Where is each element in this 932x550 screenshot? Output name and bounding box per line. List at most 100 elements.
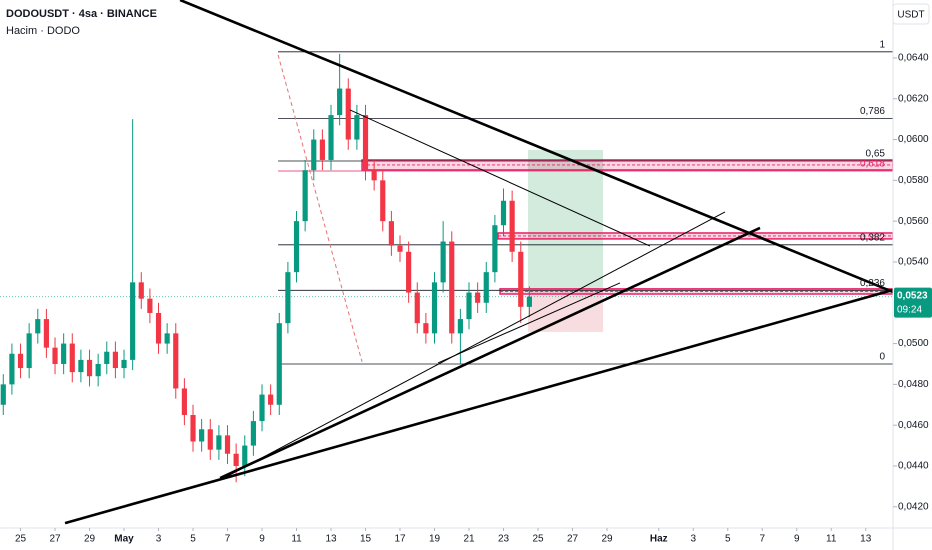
y-tick-label: 0,0560 bbox=[898, 216, 929, 227]
candle-body bbox=[354, 115, 360, 140]
candle-body bbox=[440, 241, 446, 283]
candle-body bbox=[52, 347, 58, 364]
x-tick-label: 21 bbox=[463, 534, 475, 545]
fib-label: 0,786 bbox=[860, 106, 885, 117]
candle-body bbox=[285, 272, 291, 324]
symbol-title[interactable]: DODOUSDT · 4sa · BINANCE bbox=[6, 8, 157, 20]
y-tick-label: 0,0440 bbox=[898, 461, 929, 472]
candle-body bbox=[61, 343, 67, 364]
candle-body bbox=[526, 296, 532, 307]
x-tick-label: Haz bbox=[650, 534, 668, 545]
trendline bbox=[219, 226, 761, 480]
x-tick-label: 13 bbox=[325, 534, 337, 545]
candle-body bbox=[457, 319, 463, 334]
candle-body bbox=[69, 343, 75, 373]
candle-body bbox=[130, 282, 136, 360]
candle-body bbox=[268, 394, 274, 405]
y-tick-label: 0,0620 bbox=[898, 93, 929, 104]
currency[interactable]: USDT bbox=[897, 10, 924, 21]
trendline bbox=[437, 282, 621, 364]
candle-body bbox=[475, 292, 481, 303]
candle-body bbox=[190, 414, 196, 442]
candle-body bbox=[95, 363, 101, 377]
candle-body bbox=[216, 435, 222, 450]
candle-body bbox=[138, 282, 144, 299]
fib-label: 1 bbox=[879, 39, 885, 50]
trendline bbox=[64, 288, 893, 525]
candle-body bbox=[337, 88, 343, 116]
candle-body bbox=[406, 251, 412, 293]
candle-body bbox=[35, 319, 41, 334]
candle-body bbox=[199, 429, 205, 442]
candle-body bbox=[43, 319, 49, 348]
x-tick-label: 19 bbox=[429, 534, 441, 545]
x-tick-label: 11 bbox=[826, 534, 837, 545]
candle-body bbox=[9, 353, 15, 385]
x-tick-label: 17 bbox=[394, 534, 406, 545]
candle-body bbox=[250, 421, 256, 446]
position-stop bbox=[528, 291, 604, 332]
trendline bbox=[179, 0, 893, 294]
candle-body bbox=[112, 351, 118, 369]
x-tick-label: 11 bbox=[291, 534, 302, 545]
last-price-box bbox=[894, 287, 932, 318]
candle-body bbox=[371, 170, 377, 181]
x-tick-label: 13 bbox=[860, 534, 872, 545]
y-tick-label: 0,0580 bbox=[898, 175, 929, 186]
y-tick-label: 0,0460 bbox=[898, 420, 929, 431]
x-tick-label: 15 bbox=[360, 534, 372, 545]
candle-body bbox=[242, 445, 248, 466]
volume-label[interactable]: Hacim · DODO bbox=[6, 25, 80, 37]
x-tick-label: 5 bbox=[725, 534, 731, 545]
candle-body bbox=[86, 359, 93, 377]
candle-body bbox=[431, 282, 438, 334]
candle-body bbox=[147, 298, 153, 313]
y-tick-label: 0,0640 bbox=[898, 53, 929, 64]
candle-body bbox=[78, 359, 84, 373]
x-tick-label: May bbox=[114, 534, 134, 545]
x-tick-label: 29 bbox=[84, 534, 96, 545]
x-tick-label: 27 bbox=[567, 534, 579, 545]
x-tick-label: 7 bbox=[225, 534, 231, 545]
candle-body bbox=[518, 251, 524, 307]
fib-label: 0,65 bbox=[866, 149, 886, 160]
x-tick-label: 9 bbox=[259, 534, 265, 545]
candle-body bbox=[302, 170, 308, 222]
fib-label: 0 bbox=[879, 352, 885, 363]
candle-body bbox=[509, 200, 515, 252]
x-tick-label: 23 bbox=[498, 534, 510, 545]
x-tick-label: 7 bbox=[759, 534, 765, 545]
candle-body bbox=[328, 115, 334, 160]
candle-body bbox=[155, 312, 162, 344]
candle-body bbox=[181, 388, 187, 415]
candle-body bbox=[233, 453, 239, 466]
candle-body bbox=[423, 323, 429, 334]
last-price-label: 0,0523 bbox=[897, 290, 928, 301]
candle-body bbox=[173, 333, 179, 389]
candle-body bbox=[259, 394, 265, 422]
candle-body bbox=[388, 221, 394, 246]
candle-body bbox=[466, 292, 472, 320]
candle-body bbox=[311, 139, 317, 171]
candle-body bbox=[121, 359, 127, 369]
fib-label: 0,382 bbox=[860, 232, 885, 243]
y-tick-label: 0,0420 bbox=[898, 501, 929, 512]
currency-box[interactable] bbox=[892, 3, 930, 25]
candle-body bbox=[293, 221, 300, 273]
x-tick-label: 3 bbox=[156, 534, 162, 545]
x-tick-label: 29 bbox=[601, 534, 613, 545]
y-tick-label: 0,0600 bbox=[898, 134, 929, 145]
candle-body bbox=[483, 272, 489, 303]
candle-body bbox=[0, 384, 6, 405]
candle-body bbox=[397, 245, 403, 252]
trendline bbox=[349, 109, 651, 247]
candle-body bbox=[207, 429, 213, 450]
candle-body bbox=[362, 115, 369, 171]
x-tick-label: 3 bbox=[690, 534, 696, 545]
candle-body bbox=[276, 323, 282, 405]
position-target bbox=[528, 149, 604, 292]
candle-body bbox=[414, 292, 420, 324]
y-tick-label: 0,0480 bbox=[898, 379, 929, 390]
